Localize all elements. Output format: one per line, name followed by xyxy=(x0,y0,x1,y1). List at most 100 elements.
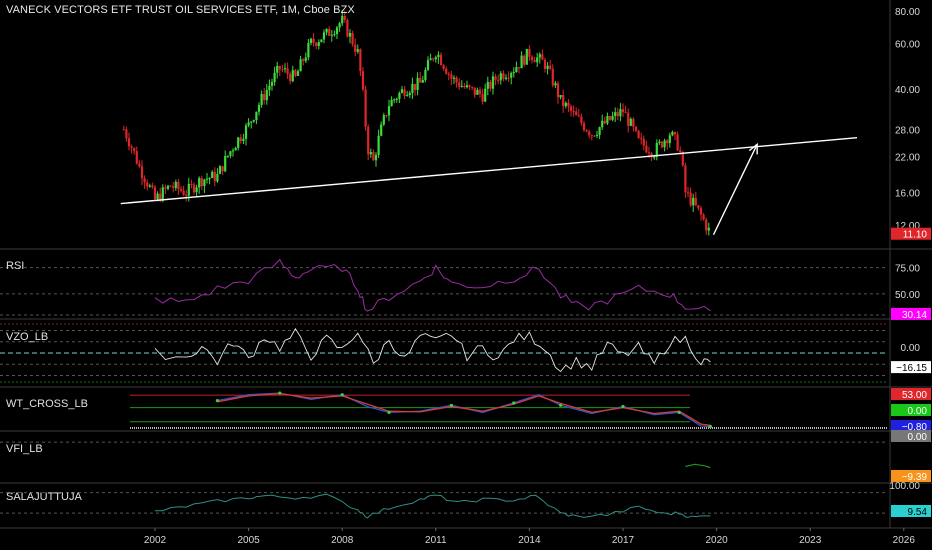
candle-up xyxy=(525,48,528,65)
candle-down xyxy=(481,93,484,102)
candle-up xyxy=(203,179,206,187)
candle-down xyxy=(575,111,578,116)
candle-up xyxy=(611,115,614,120)
salajuttuja-panel-label: SALAJUTTUJA xyxy=(6,491,82,503)
candle-down xyxy=(177,181,180,190)
candle-up xyxy=(671,131,674,136)
candle-up xyxy=(476,89,479,95)
candle-up xyxy=(707,227,710,231)
candle-down xyxy=(494,76,497,80)
candle-up xyxy=(161,187,164,201)
wt-cross-panel-label: WT_CROSS_LB xyxy=(6,398,88,410)
candle-down xyxy=(551,68,554,86)
candle-up xyxy=(166,185,170,189)
candle-down xyxy=(621,109,625,113)
candle-up xyxy=(273,72,276,83)
candle-down xyxy=(281,69,284,71)
chart-title: VANECK VECTORS ETF TRUST OIL SERVICES ET… xyxy=(6,4,355,16)
x-tick-label: 2005 xyxy=(237,535,260,546)
wt-cross-dot xyxy=(449,403,453,407)
candle-up xyxy=(460,85,463,87)
candle-down xyxy=(442,65,445,69)
candle-down xyxy=(582,123,586,131)
candle-up xyxy=(242,138,245,141)
candle-down xyxy=(523,55,526,65)
vzo-last-value-box xyxy=(891,361,931,374)
candle-up xyxy=(564,102,567,107)
candle-down xyxy=(312,38,315,43)
candle-up xyxy=(380,124,383,136)
vzo-last-value-text: −16.15 xyxy=(896,363,927,374)
candle-up xyxy=(208,178,211,180)
candle-up xyxy=(224,156,227,172)
candle-down xyxy=(694,197,697,206)
candle-down xyxy=(122,129,125,131)
candle-up xyxy=(369,151,372,155)
candle-down xyxy=(567,102,570,107)
candle-down xyxy=(556,83,560,98)
candle-down xyxy=(608,116,612,120)
candle-down xyxy=(213,171,216,182)
candle-up xyxy=(374,154,378,161)
candle-up xyxy=(653,156,656,158)
candle-up xyxy=(341,16,344,24)
candle-down xyxy=(497,79,500,81)
candle-up xyxy=(400,89,404,93)
candle-down xyxy=(138,163,141,167)
price-y-tick: 28.00 xyxy=(895,125,920,136)
candle-up xyxy=(692,197,695,206)
candle-down xyxy=(528,48,531,57)
candle-down xyxy=(637,130,640,139)
candle-down xyxy=(432,58,435,60)
arrow-head xyxy=(748,142,758,155)
wt-cross-dot xyxy=(621,404,625,409)
candle-up xyxy=(504,77,508,79)
candle-up xyxy=(663,140,666,148)
candle-up xyxy=(216,173,219,182)
candle-down xyxy=(642,139,645,146)
candle-up xyxy=(658,141,661,143)
wt-cross-dot xyxy=(512,401,516,405)
candle-down xyxy=(179,189,183,191)
candle-down xyxy=(403,89,406,97)
candle-down xyxy=(315,42,318,46)
candle-up xyxy=(538,54,541,58)
candle-up xyxy=(437,54,440,58)
candle-up xyxy=(174,181,177,188)
candle-down xyxy=(346,19,349,37)
candle-up xyxy=(260,93,263,105)
candle-up xyxy=(395,98,398,100)
candle-up xyxy=(309,38,313,44)
candle-up xyxy=(390,99,393,107)
candle-up xyxy=(546,65,549,69)
candle-down xyxy=(577,115,580,117)
candle-down xyxy=(634,126,638,131)
candle-down xyxy=(439,54,443,66)
candle-down xyxy=(679,150,682,153)
candle-up xyxy=(668,135,671,144)
candle-up xyxy=(520,55,523,69)
candle-down xyxy=(182,190,185,195)
candle-down xyxy=(676,134,679,151)
candle-down xyxy=(445,68,448,74)
wt-last-value-text: −0.80 xyxy=(902,422,928,433)
candle-up xyxy=(296,71,300,76)
wt-cross-dot xyxy=(708,424,712,429)
candle-down xyxy=(239,137,242,141)
candle-down xyxy=(354,44,357,52)
candle-up xyxy=(486,81,489,89)
candle-down xyxy=(385,115,388,117)
candle-up xyxy=(283,68,287,70)
candle-up xyxy=(187,183,190,196)
x-tick-label: 2008 xyxy=(331,535,354,546)
candle-up xyxy=(252,120,255,122)
candle-down xyxy=(702,214,705,220)
price-last-value-text: 11.10 xyxy=(903,230,928,241)
candle-down xyxy=(502,73,505,79)
x-tick-label: 2026 xyxy=(893,535,916,546)
salaj-last-value-box xyxy=(891,505,931,517)
candle-up xyxy=(429,58,432,61)
candle-up xyxy=(595,134,599,136)
support-trendline xyxy=(120,136,858,205)
